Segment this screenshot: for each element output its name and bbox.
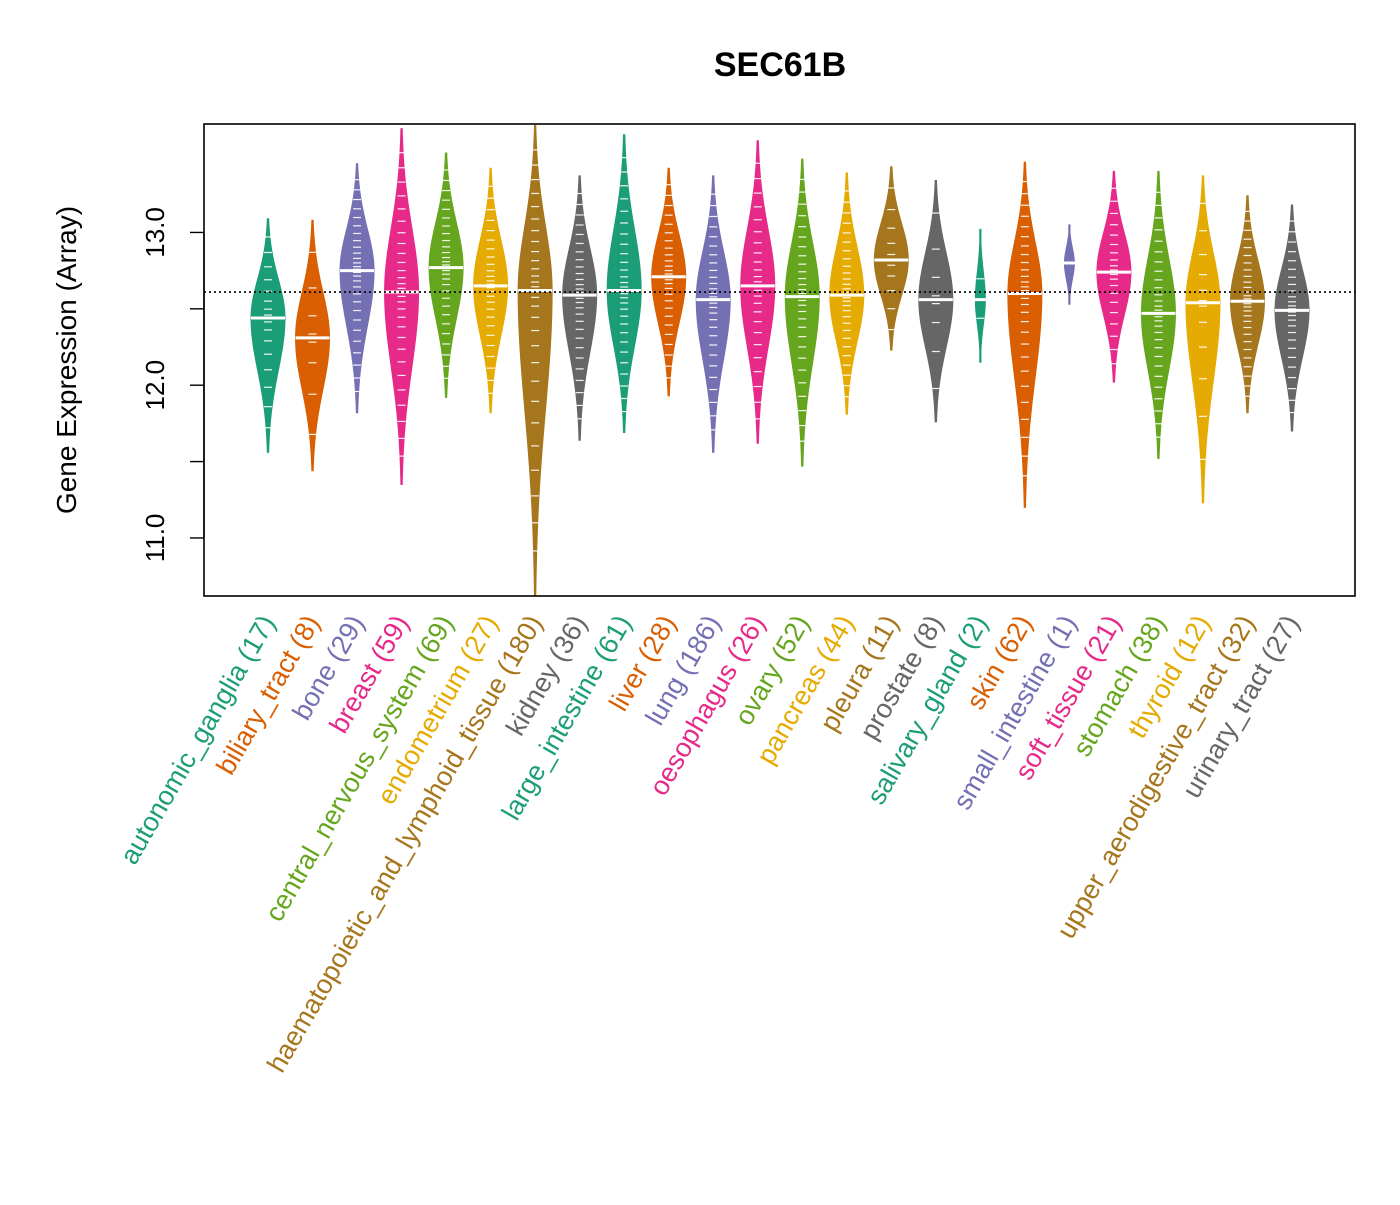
bean-large_intestine [606,134,642,434]
bean-shape [918,180,954,423]
bean-ovary [784,158,820,467]
bean-shape [295,219,331,472]
bean-shape [651,167,687,397]
bean-shape [1274,204,1310,432]
bean-thyroid [1185,175,1221,504]
chart-title: SEC61B [714,46,846,84]
bean-shape [784,158,820,467]
bean-shape [250,218,286,453]
bean-bone [339,163,375,414]
bean-shape [695,175,731,453]
bean-pleura [873,166,909,351]
bean-biliary_tract [295,219,331,472]
bean-salivary_gland [963,228,998,363]
bean-lung [695,175,731,453]
bean-shape [1096,170,1132,383]
bean-shape [517,125,553,597]
bean-kidney [562,175,598,441]
plot-frame [203,123,1356,597]
bean-liver [651,167,687,397]
bean-prostate [918,180,954,423]
bean-shape [1140,170,1176,460]
bean-oesophagus [740,140,776,444]
bean-shape [974,228,986,363]
bean-soft_tissue [1096,170,1132,383]
bean-breast [384,128,420,485]
bean-central_nervous_system [428,152,464,398]
bean-shape [829,172,865,415]
bean-stomach [1140,170,1176,460]
bean-pancreas [829,172,865,415]
bean-endometrium [473,167,509,414]
bean-upper_aerodigestive_tract [1229,195,1265,414]
y-tick-label: 12.0 [140,360,170,411]
bean-haematopoietic_and_lymphoid_tissue [517,125,553,597]
bean-shape [606,134,642,434]
y-axis-label: Gene Expression (Array) [51,206,82,514]
bean-autonomic_ganglia [250,218,286,453]
bean-shape [1185,175,1221,504]
bean-shape [339,163,375,414]
bean-skin [1007,161,1043,508]
bean-shape [1063,224,1075,305]
y-tick-label: 11.0 [140,514,170,563]
bean-shape [384,128,420,485]
bean-shape [428,152,464,398]
bean-urinary_tract [1274,204,1310,432]
bean-small_intestine [1052,224,1087,305]
bean-shape [873,166,909,351]
y-tick-label: 13.0 [140,207,170,258]
bean-shape [473,167,509,414]
bean-shape [740,140,776,444]
bean-shape [1007,161,1043,508]
